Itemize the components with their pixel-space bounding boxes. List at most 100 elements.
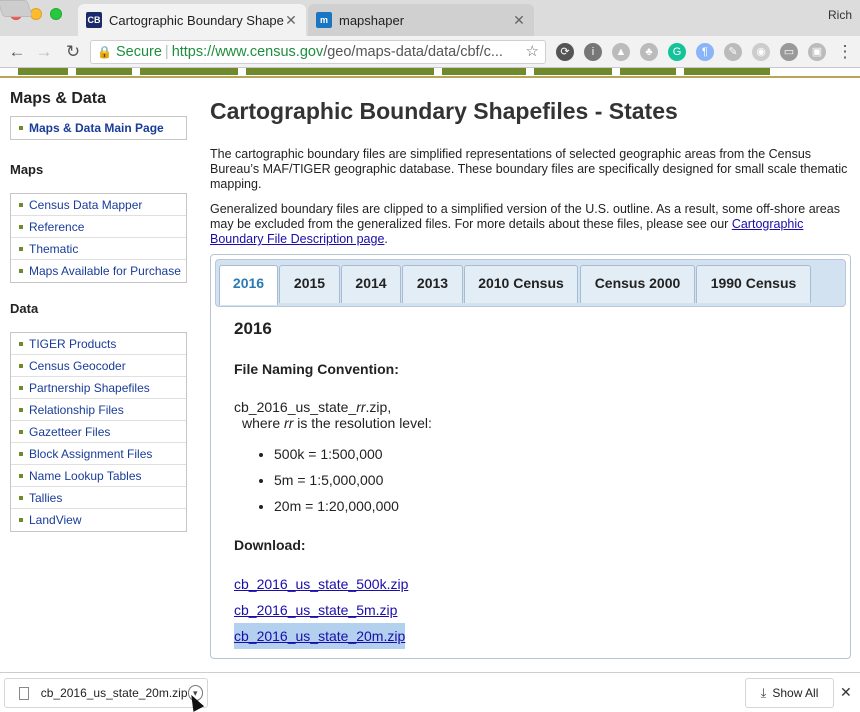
shield-extension-icon[interactable]: ◉ — [752, 43, 770, 61]
forward-arrow-icon[interactable]: → — [35, 42, 53, 61]
sidebar-item-census-geocoder[interactable]: Census Geocoder — [11, 355, 186, 377]
bullet-icon — [19, 495, 23, 500]
file-icon — [19, 686, 29, 700]
menu-kebab-icon[interactable]: ⋮ — [836, 42, 854, 61]
site-nav-tab[interactable] — [620, 68, 676, 75]
reload-icon[interactable]: ↻ — [65, 42, 81, 61]
sidebar-heading-data: Data — [10, 301, 39, 316]
tab-2010-census[interactable]: 2010 Census — [464, 265, 578, 303]
tab-title: mapshaper — [339, 12, 405, 28]
sidebar-item-tallies[interactable]: Tallies — [11, 487, 186, 509]
sidebar-group: TIGER Products Census Geocoder Partnersh… — [10, 332, 187, 532]
bullet-icon — [19, 407, 23, 412]
sidebar-item-landview[interactable]: LandView — [11, 509, 186, 531]
tab-2013[interactable]: 2013 — [402, 265, 463, 303]
download-item[interactable]: cb_2016_us_state_20m.zip ▾ — [4, 678, 208, 708]
sidebar-item-thematic[interactable]: Thematic — [11, 238, 186, 260]
description-page-link[interactable]: Cartographic Boundary File Description p… — [210, 217, 804, 246]
drive-extension-icon[interactable]: ▲ — [612, 43, 630, 61]
sidebar-item-gazetteer-files[interactable]: Gazetteer Files — [11, 421, 186, 443]
profile-name[interactable]: Rich — [827, 8, 852, 22]
bullet-icon — [19, 385, 23, 390]
list-item: 5m = 1:5,000,000 — [274, 467, 834, 493]
url-host: https://www.census.gov — [171, 44, 324, 60]
tab-mapshaper[interactable]: m mapshaper ✕ — [308, 4, 534, 36]
download-link-20m[interactable]: cb_2016_us_state_20m.zip — [234, 623, 406, 649]
download-heading: Download: — [234, 537, 306, 553]
sidebar-item-maps-purchase[interactable]: Maps Available for Purchase — [11, 260, 186, 282]
tab-1990-census[interactable]: 1990 Census — [696, 265, 811, 303]
download-link-5m[interactable]: cb_2016_us_state_5m.zip — [234, 602, 398, 618]
back-arrow-icon[interactable]: ← — [8, 42, 26, 61]
download-link-500k[interactable]: cb_2016_us_state_500k.zip — [234, 576, 409, 592]
tab-2016[interactable]: 2016 — [219, 265, 278, 305]
sidebar-group: Census Data Mapper Reference Thematic Ma… — [10, 193, 187, 283]
sidebar-heading-maps: Maps — [10, 162, 44, 177]
chevron-down-icon[interactable]: ▾ — [187, 685, 203, 701]
sync-extension-icon[interactable]: ⟳ — [556, 43, 574, 61]
new-tab-button[interactable] — [0, 0, 33, 17]
pen-extension-icon[interactable]: ✎ — [724, 43, 742, 61]
download-shelf: cb_2016_us_state_20m.zip ▾ ⤓ Show All ✕ — [0, 672, 860, 712]
zoom-window-button[interactable] — [50, 8, 62, 20]
sidebar-heading-maps-data: Maps & Data — [10, 90, 107, 107]
tab-2014[interactable]: 2014 — [341, 265, 401, 303]
bullet-icon — [19, 473, 23, 478]
url-path: /geo/maps-data/data/cbf/c... — [323, 44, 503, 60]
close-icon[interactable]: ✕ — [513, 11, 525, 28]
sidebar-item-tiger-products[interactable]: TIGER Products — [11, 333, 186, 355]
generalized-paragraph: Generalized boundary files are clipped t… — [210, 202, 840, 246]
cast-icon[interactable]: ▭ — [780, 43, 798, 61]
address-bar[interactable]: 🔒 Secure | https://www.census.gov/geo/maps-… — [90, 40, 546, 64]
sidebar-item-partnership-shapefiles[interactable]: Partnership Shapefiles — [11, 377, 186, 399]
sidebar: Maps & Data Maps & Data Main Page Maps C… — [10, 90, 187, 532]
site-nav-tab[interactable] — [18, 68, 68, 75]
close-icon[interactable]: ✕ — [285, 11, 297, 28]
tab-census[interactable]: CB Cartographic Boundary Shapef ✕ — [78, 4, 306, 36]
sidebar-item-block-assignment[interactable]: Block Assignment Files — [11, 443, 186, 465]
list-item: 20m = 1:20,000,000 — [274, 493, 834, 519]
sidebar-item-relationship-files[interactable]: Relationship Files — [11, 399, 186, 421]
sidebar-item-main-page[interactable]: Maps & Data Main Page — [11, 117, 186, 139]
intro-paragraph: The cartographic boundary files are simp… — [210, 147, 848, 191]
page-title: Cartographic Boundary Shapefiles - State… — [210, 98, 678, 124]
resolution-note: where rr is the resolution level: — [242, 415, 432, 431]
bullet-icon — [19, 269, 23, 273]
document-extension-icon[interactable]: ¶ — [696, 43, 714, 61]
bullet-icon — [19, 429, 23, 434]
main-content: Cartographic Boundary Shapefiles - State… — [210, 98, 850, 247]
site-nav-tab[interactable] — [140, 68, 238, 75]
chat-extension-icon[interactable]: ▣ — [808, 43, 826, 61]
bookmark-star-icon[interactable]: ☆ — [525, 43, 539, 60]
sidebar-item-reference[interactable]: Reference — [11, 216, 186, 238]
site-nav-tab[interactable] — [534, 68, 612, 75]
lock-icon: 🔒 — [97, 45, 112, 59]
bullet-icon — [19, 451, 23, 456]
site-nav-tab[interactable] — [442, 68, 526, 75]
puzzle-extension-icon[interactable]: ♣ — [640, 43, 658, 61]
info-extension-icon[interactable]: i — [584, 43, 602, 61]
show-all-button[interactable]: ⤓ Show All — [745, 678, 834, 708]
site-nav-tab[interactable] — [246, 68, 434, 75]
grammarly-extension-icon[interactable]: G — [668, 43, 686, 61]
resolution-list: 500k = 1:500,000 5m = 1:5,000,000 20m = … — [234, 441, 834, 519]
naming-convention-heading: File Naming Convention: — [234, 361, 399, 377]
download-filename: cb_2016_us_state_20m.zip — [40, 686, 188, 700]
tab-census-2000[interactable]: Census 2000 — [580, 265, 695, 303]
close-shelf-icon[interactable]: ✕ — [840, 684, 852, 700]
section-heading: 2016 — [234, 319, 272, 338]
tab-2015[interactable]: 2015 — [279, 265, 340, 303]
census-favicon-icon: CB — [86, 12, 102, 28]
mapshaper-favicon-icon: m — [316, 12, 332, 28]
bullet-icon — [19, 224, 23, 229]
bullet-icon — [19, 202, 23, 207]
tab-content-2016: 2016 File Naming Convention: cb_2016_us_… — [234, 319, 834, 649]
site-nav-tab[interactable] — [76, 68, 132, 75]
site-nav-strip — [0, 68, 860, 78]
site-nav-tab[interactable] — [684, 68, 770, 75]
tab-title: Cartographic Boundary Shapef — [109, 12, 284, 28]
sidebar-item-name-lookup[interactable]: Name Lookup Tables — [11, 465, 186, 487]
sidebar-item-census-data-mapper[interactable]: Census Data Mapper — [11, 194, 186, 216]
bullet-icon — [19, 518, 23, 522]
sidebar-group: Maps & Data Main Page — [10, 116, 187, 140]
